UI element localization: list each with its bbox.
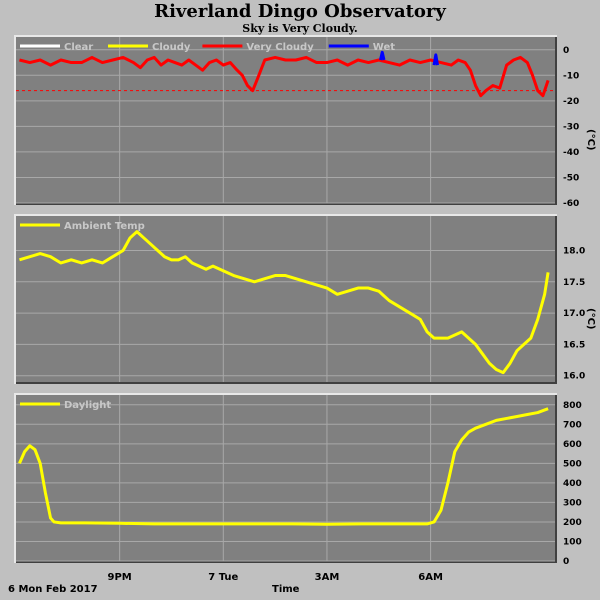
ambient-legend-label: Ambient Temp xyxy=(64,221,145,232)
daylight-ytick-label: 400 xyxy=(563,479,582,489)
sky-ytick-label: -30 xyxy=(563,122,579,132)
sky-legend-label: Wet xyxy=(373,42,395,53)
daylight-ytick-label: 200 xyxy=(563,518,582,528)
sky-ytick-label: 0 xyxy=(563,46,569,56)
sky-legend-label: Cloudy xyxy=(152,42,191,53)
daylight-ytick-label: 700 xyxy=(563,420,582,430)
x-tick-label: 9PM xyxy=(108,572,132,583)
sky-ytick-label: -20 xyxy=(563,97,579,107)
page-subtitle: Sky is Very Cloudy. xyxy=(242,22,358,35)
sky-series-wet xyxy=(432,53,440,66)
sky-series-wet xyxy=(379,50,386,61)
daylight-ytick-label: 100 xyxy=(563,537,582,547)
daylight-ytick-label: 300 xyxy=(563,498,582,508)
x-tick-label: 7 Tue xyxy=(208,572,238,583)
ambient-panel xyxy=(16,216,555,382)
sky-panel xyxy=(16,37,555,203)
x-tick-label: 3AM xyxy=(315,572,340,583)
page-title: Riverland Dingo Observatory xyxy=(154,1,446,22)
ambient-ytick-label: 16.0 xyxy=(563,372,585,382)
sky-ytick-label: -40 xyxy=(563,148,579,158)
sky-series-very-cloudy xyxy=(19,55,550,98)
ambient-series-ambient-temp xyxy=(19,230,550,375)
ambient-ytick-label: 16.5 xyxy=(563,340,585,350)
date-label: 6 Mon Feb 2017 xyxy=(8,584,98,595)
ambient-ytick-label: 17.5 xyxy=(563,278,585,288)
daylight-panel xyxy=(16,395,555,561)
ambient-ytick-label: 17.0 xyxy=(563,309,585,319)
x-axis-label: Time xyxy=(272,584,300,595)
sky-legend-label: Very Cloudy xyxy=(246,42,314,53)
daylight-ytick-label: 800 xyxy=(563,401,582,411)
sky-ylabel: (°C) xyxy=(585,129,596,150)
daylight-ytick-label: 600 xyxy=(563,440,582,450)
x-tick-label: 6AM xyxy=(418,572,443,583)
sky-ytick-label: -50 xyxy=(563,173,579,183)
ambient-ytick-label: 18.0 xyxy=(563,246,585,256)
ambient-ylabel: (°C) xyxy=(585,308,596,329)
sky-ytick-label: -10 xyxy=(563,71,579,81)
sky-legend-label: Clear xyxy=(64,42,93,53)
daylight-ytick-label: 500 xyxy=(563,459,582,469)
daylight-legend-label: Daylight xyxy=(64,400,111,411)
daylight-series-daylight xyxy=(18,407,549,526)
sky-ytick-label: -60 xyxy=(563,199,579,209)
daylight-ytick-label: 0 xyxy=(563,557,569,567)
